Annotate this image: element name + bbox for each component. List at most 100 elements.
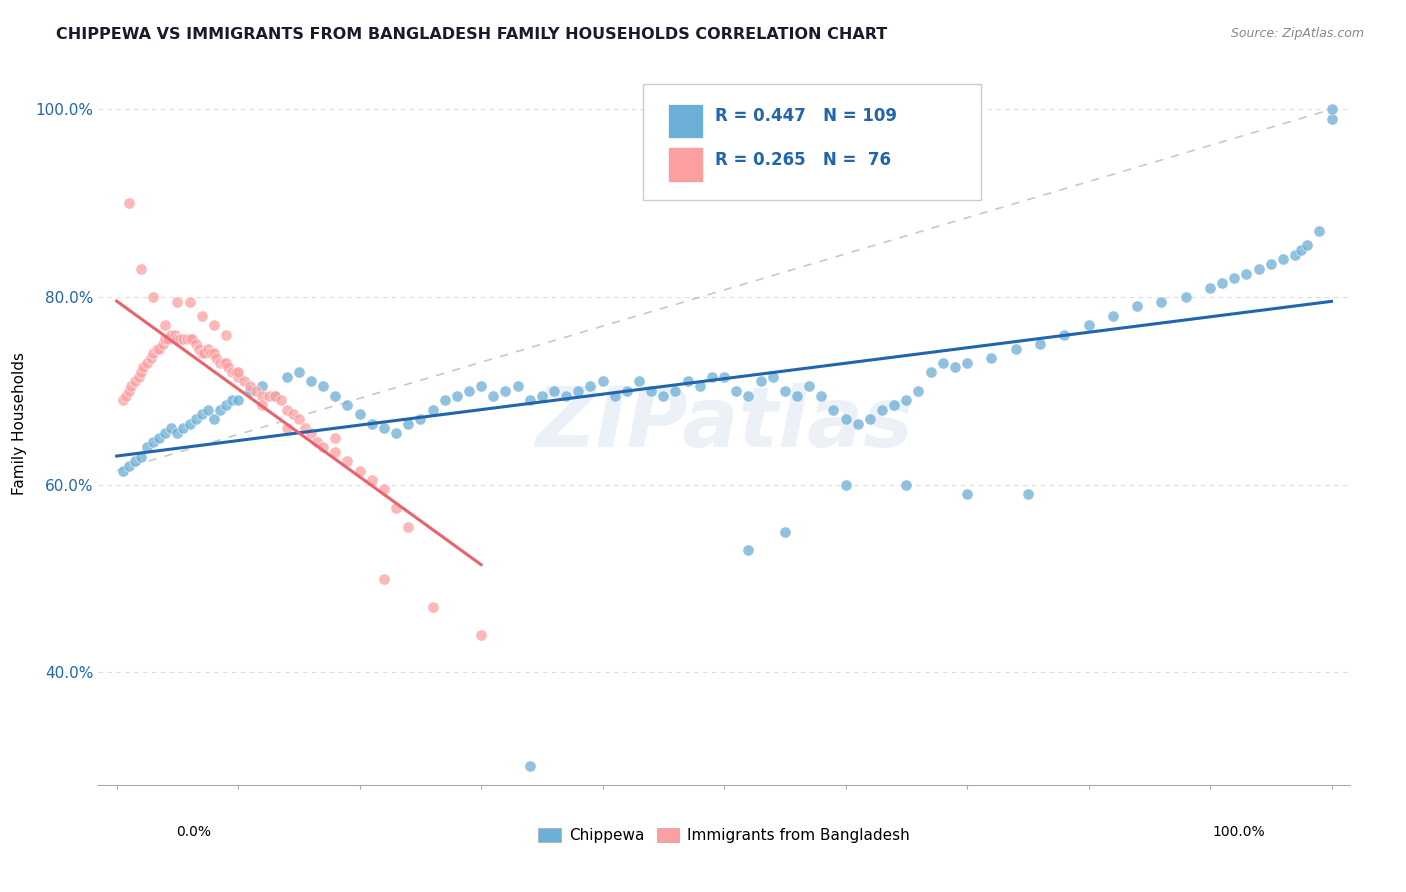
Point xyxy=(907,384,929,398)
Point xyxy=(145,342,167,356)
Point xyxy=(896,393,918,408)
Point xyxy=(136,440,159,454)
Point xyxy=(172,421,194,435)
Point xyxy=(482,388,505,402)
Point xyxy=(458,384,481,398)
Point xyxy=(700,369,723,384)
Point xyxy=(312,379,335,393)
Bar xyxy=(668,103,703,138)
Point xyxy=(202,412,225,426)
Point xyxy=(1211,276,1233,290)
Point xyxy=(155,332,177,346)
Point xyxy=(360,473,382,487)
Point xyxy=(823,402,845,417)
Point xyxy=(336,454,359,468)
Point xyxy=(142,346,165,360)
Point xyxy=(1126,300,1149,314)
Point xyxy=(276,421,298,435)
Point xyxy=(446,388,468,402)
Point xyxy=(239,384,262,398)
Point xyxy=(129,261,152,276)
Point xyxy=(139,351,162,365)
Point xyxy=(943,360,966,375)
Point xyxy=(202,346,225,360)
Point xyxy=(245,384,267,398)
Point xyxy=(1260,257,1282,271)
Point xyxy=(664,384,686,398)
Point xyxy=(184,412,207,426)
Point xyxy=(1223,271,1246,285)
Point xyxy=(257,388,280,402)
Point xyxy=(640,384,662,398)
Point xyxy=(1004,342,1026,356)
Point xyxy=(281,407,304,421)
Point xyxy=(148,342,170,356)
Point xyxy=(373,421,395,435)
Point xyxy=(1289,243,1312,257)
Point xyxy=(859,412,882,426)
Point xyxy=(773,384,796,398)
Point xyxy=(336,398,359,412)
Point xyxy=(530,388,553,402)
Point xyxy=(188,342,211,356)
Point xyxy=(323,431,346,445)
Point xyxy=(111,464,134,478)
Point xyxy=(579,379,602,393)
Point xyxy=(179,332,201,346)
Point xyxy=(215,327,238,342)
Point xyxy=(212,356,235,370)
Point xyxy=(208,402,231,417)
Point xyxy=(846,417,869,431)
Point xyxy=(652,388,675,402)
Point xyxy=(120,379,142,393)
Point xyxy=(239,379,262,393)
Point xyxy=(288,412,311,426)
Point xyxy=(136,356,159,370)
Text: 100.0%: 100.0% xyxy=(1213,825,1265,839)
Point xyxy=(713,369,735,384)
Point xyxy=(193,346,215,360)
Point xyxy=(834,477,856,491)
Point xyxy=(152,337,174,351)
Point xyxy=(197,342,219,356)
Point xyxy=(1308,224,1330,238)
Point xyxy=(124,375,146,389)
Point xyxy=(737,388,759,402)
Point xyxy=(132,360,155,375)
Point xyxy=(1320,103,1343,117)
Text: ZIPatlas: ZIPatlas xyxy=(536,384,912,464)
Point xyxy=(118,384,141,398)
Point xyxy=(252,398,274,412)
Point xyxy=(288,365,311,379)
Point xyxy=(124,454,146,468)
Point xyxy=(179,417,201,431)
Point xyxy=(205,351,228,365)
Point xyxy=(118,458,141,473)
Point xyxy=(169,332,191,346)
Point xyxy=(299,375,322,389)
Text: 0.0%: 0.0% xyxy=(176,825,211,839)
Point xyxy=(200,346,222,360)
Point xyxy=(225,365,247,379)
Point xyxy=(1199,280,1222,294)
Point xyxy=(385,501,408,516)
Point xyxy=(1029,337,1052,351)
Bar xyxy=(668,147,703,182)
FancyBboxPatch shape xyxy=(643,84,980,200)
Point xyxy=(1271,252,1294,267)
Point xyxy=(1296,238,1319,252)
Point xyxy=(156,332,179,346)
Point xyxy=(506,379,529,393)
Point xyxy=(422,599,444,614)
Point xyxy=(980,351,1002,365)
Point xyxy=(323,445,346,459)
Point xyxy=(118,196,141,211)
Point xyxy=(270,393,292,408)
Point xyxy=(1102,309,1125,323)
Point xyxy=(834,412,856,426)
Point xyxy=(217,360,239,375)
Point xyxy=(148,431,170,445)
Point xyxy=(1174,290,1197,304)
Point xyxy=(786,388,808,402)
Point xyxy=(373,483,395,497)
